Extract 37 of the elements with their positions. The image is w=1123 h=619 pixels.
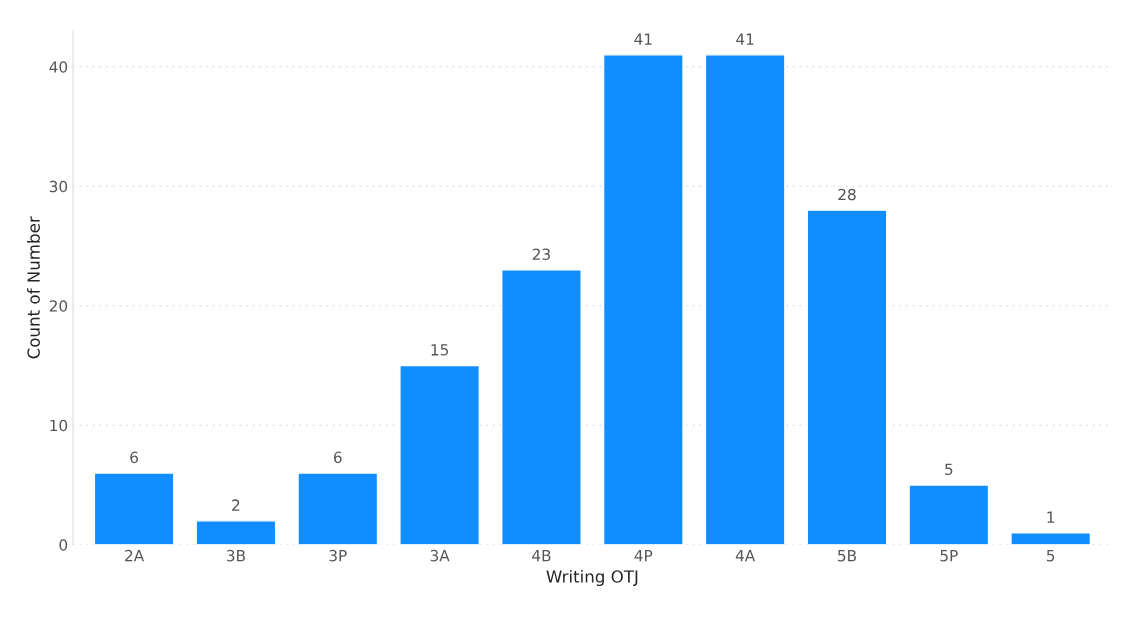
data-label: 1 <box>1047 511 1055 523</box>
data-label: 6 <box>333 451 342 464</box>
y-tick-label: 30 <box>49 180 68 193</box>
x-tick-label: 4P <box>634 550 653 562</box>
data-label: 41 <box>634 33 652 45</box>
x-tick-label: 4B <box>532 550 551 562</box>
x-tick-label: 5 <box>1046 550 1055 562</box>
y-axis-title: Count of Number <box>27 216 40 359</box>
data-label: 41 <box>736 33 754 45</box>
y-tick-label: 10 <box>50 419 68 432</box>
bar <box>297 472 379 545</box>
y-tick-label: 20 <box>49 300 68 312</box>
data-label: 2 <box>232 499 240 511</box>
bar <box>93 472 175 545</box>
x-tick-label: 5B <box>838 550 856 562</box>
bar <box>501 269 582 545</box>
x-tick-label: 3B <box>227 549 245 562</box>
bar <box>1010 532 1092 545</box>
x-tick-label: 2A <box>125 549 145 562</box>
x-tick-label: 3A <box>430 549 450 562</box>
bar <box>806 209 888 545</box>
x-tick-label: 3P <box>329 549 347 562</box>
data-label: 28 <box>838 188 856 201</box>
data-label: 15 <box>431 344 449 356</box>
data-label: 5 <box>945 463 953 476</box>
y-tick-label: 40 <box>49 61 68 73</box>
data-label: 23 <box>532 248 550 261</box>
bar <box>704 54 786 545</box>
bar <box>399 364 481 545</box>
data-label: 6 <box>130 451 138 464</box>
x-axis-title: Writing OTJ <box>546 569 638 587</box>
y-tick-label: 0 <box>59 539 68 551</box>
bar <box>908 484 990 545</box>
x-tick-label: 4A <box>735 550 756 562</box>
bar <box>195 520 277 545</box>
x-tick-label: 5P <box>940 550 958 562</box>
bar <box>602 54 684 545</box>
